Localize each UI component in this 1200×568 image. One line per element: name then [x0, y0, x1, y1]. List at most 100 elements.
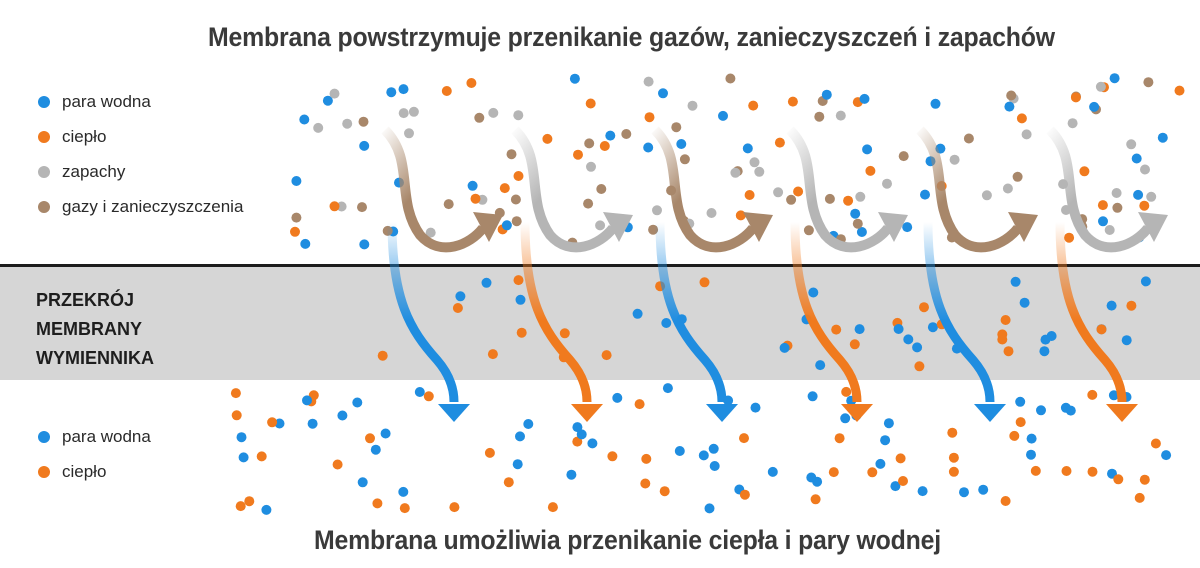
odor-dot — [1146, 191, 1157, 202]
heat-dot-icon — [38, 465, 50, 478]
heat-dot — [914, 361, 925, 372]
odor-dot — [687, 100, 698, 111]
water-vapor-dot — [808, 287, 819, 298]
water-vapor-dot — [357, 477, 368, 488]
heat-arrowhead-icon — [841, 404, 873, 422]
odor-arrowhead-icon — [878, 212, 908, 242]
water-vapor-dot — [1065, 405, 1076, 416]
legend-item-heat: ciepło — [38, 119, 243, 154]
heat-dot — [466, 78, 477, 88]
odor-dot — [773, 187, 784, 198]
heat-dot — [452, 303, 463, 313]
gas-arrowhead-icon — [1008, 212, 1038, 242]
water-vapor-dot — [1140, 276, 1151, 287]
water-vapor-dot-icon — [38, 95, 50, 108]
heat-dot — [290, 226, 300, 237]
water-vapor-dot — [912, 342, 923, 353]
heat-dot — [1113, 474, 1124, 485]
membrane-label-line-1: PRZEKRÓJ — [36, 290, 135, 310]
heat-dot — [1079, 166, 1090, 177]
heat-dot — [1000, 496, 1011, 506]
gas-dot — [584, 138, 595, 149]
odor-dot — [1095, 81, 1106, 92]
odor-dot — [749, 157, 760, 168]
water-vapor-arrowhead-icon — [438, 404, 470, 422]
water-vapor-dot — [359, 140, 370, 151]
water-vapor-dot — [1040, 334, 1051, 345]
odor-dot — [1104, 225, 1115, 235]
water-vapor-dot — [1015, 396, 1026, 407]
water-vapor-dot — [414, 387, 425, 397]
heat-dot — [559, 328, 570, 339]
heat-dot — [793, 186, 804, 197]
odor-dot — [730, 167, 741, 178]
heat-dot — [898, 476, 908, 486]
heat-dot — [267, 417, 278, 428]
odor-arrowhead-icon — [603, 212, 633, 242]
heat-dot — [739, 433, 749, 444]
water-vapor-dot — [236, 432, 247, 443]
heat-dot — [1087, 466, 1098, 477]
gas-dot — [824, 193, 835, 204]
heat-dot — [572, 436, 583, 447]
water-vapor-dot — [890, 481, 901, 492]
water-vapor-pass-arrow — [655, 221, 727, 403]
heat-dot — [1070, 92, 1081, 103]
water-vapor-dot — [587, 438, 598, 449]
heat-dot — [1097, 200, 1108, 211]
odor-dot — [404, 128, 414, 139]
water-vapor-dot — [380, 428, 391, 439]
water-vapor-dot — [467, 180, 478, 191]
heat-dot — [470, 193, 481, 204]
water-vapor-dot — [927, 322, 938, 333]
membrane-top-edge — [0, 264, 1200, 267]
gas-dot — [510, 194, 521, 205]
water-vapor-dot — [815, 360, 826, 371]
heat-dot — [828, 467, 839, 478]
odor-dot — [1126, 139, 1137, 150]
water-vapor-dot-icon — [38, 430, 50, 443]
odor-dot — [1021, 129, 1032, 140]
water-vapor-dot — [658, 88, 668, 99]
water-vapor-dot — [386, 87, 397, 98]
heat-dot — [744, 190, 755, 200]
water-vapor-dot — [856, 227, 867, 237]
legend-label: ciepło — [62, 461, 107, 481]
legend-item-odors: zapachy — [38, 154, 243, 189]
water-vapor-dot — [880, 435, 891, 446]
odor-dot — [949, 154, 960, 165]
heat-dot — [787, 96, 798, 107]
gas-dot — [1112, 202, 1123, 213]
heat-dot — [739, 489, 750, 500]
heat-dot — [1096, 324, 1107, 335]
heat-dot — [484, 447, 495, 458]
water-vapor-dot — [523, 419, 534, 429]
water-vapor-dot — [370, 444, 381, 455]
water-vapor-dot — [1089, 101, 1100, 112]
water-vapor-dot — [1039, 346, 1050, 357]
water-vapor-dot — [238, 452, 249, 463]
heat-dot — [1139, 474, 1150, 485]
water-vapor-dot — [807, 391, 818, 402]
heat-dot — [641, 453, 652, 464]
water-vapor-arrowhead-icon — [974, 404, 1006, 422]
water-vapor-dot — [821, 89, 832, 100]
particles-layer — [230, 73, 1185, 515]
water-vapor-dot — [959, 487, 969, 498]
heat-dot — [377, 350, 388, 361]
heat-dot — [244, 496, 255, 507]
heat-dot — [865, 165, 876, 176]
water-vapor-dot — [1026, 449, 1036, 460]
water-vapor-dot — [698, 450, 709, 461]
water-vapor-dot — [806, 472, 817, 483]
gas-dot — [506, 149, 517, 160]
heat-dot — [1015, 417, 1026, 428]
odor-bounce-arrow — [1046, 126, 1152, 253]
water-vapor-dot — [1161, 450, 1172, 461]
water-vapor-dot — [1121, 335, 1132, 346]
heat-dot — [947, 427, 958, 438]
water-vapor-dot — [1026, 433, 1037, 444]
heat-dot — [372, 498, 383, 509]
water-vapor-dot — [920, 189, 930, 200]
heat-dot — [1009, 430, 1020, 441]
